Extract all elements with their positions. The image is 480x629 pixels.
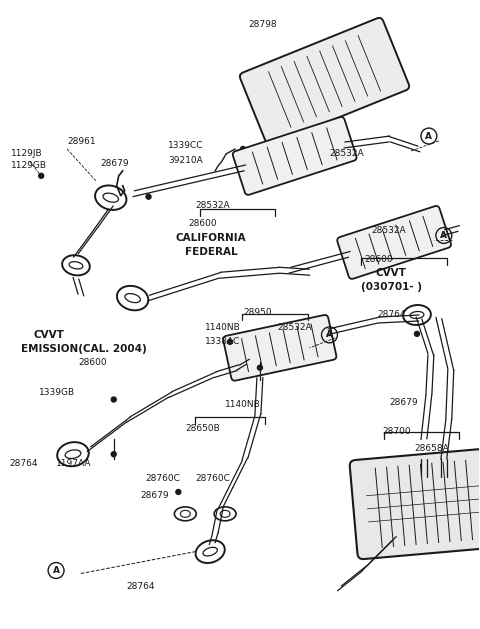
Text: 28700: 28700 bbox=[382, 427, 411, 437]
Text: 1129GB: 1129GB bbox=[12, 161, 48, 170]
Text: 28961: 28961 bbox=[67, 137, 96, 146]
Text: 28532A: 28532A bbox=[329, 149, 364, 158]
Text: A: A bbox=[440, 231, 447, 240]
Circle shape bbox=[111, 397, 116, 402]
Circle shape bbox=[228, 340, 232, 344]
Text: 28764: 28764 bbox=[9, 459, 38, 468]
Text: CVVT: CVVT bbox=[33, 330, 64, 340]
FancyBboxPatch shape bbox=[350, 448, 480, 559]
Text: 1140NB: 1140NB bbox=[205, 323, 241, 332]
Text: CVVT: CVVT bbox=[375, 269, 406, 278]
Text: 28679: 28679 bbox=[101, 159, 130, 168]
Text: 39210A: 39210A bbox=[168, 156, 203, 165]
Text: 28679: 28679 bbox=[389, 398, 418, 406]
Circle shape bbox=[415, 331, 420, 337]
Text: 1339CC: 1339CC bbox=[168, 141, 204, 150]
Text: 1140NB: 1140NB bbox=[225, 399, 261, 408]
Circle shape bbox=[176, 489, 181, 494]
Text: 1197AA: 1197AA bbox=[56, 459, 92, 468]
Text: EMISSION(CAL. 2004): EMISSION(CAL. 2004) bbox=[21, 344, 147, 354]
Circle shape bbox=[111, 452, 116, 457]
Circle shape bbox=[146, 194, 151, 199]
Text: 28764: 28764 bbox=[127, 582, 155, 591]
Text: 28950: 28950 bbox=[243, 308, 272, 317]
FancyBboxPatch shape bbox=[337, 206, 451, 279]
Text: 1338AC: 1338AC bbox=[205, 337, 240, 346]
Text: 28650B: 28650B bbox=[185, 425, 220, 433]
Text: 28760C: 28760C bbox=[145, 474, 180, 483]
FancyBboxPatch shape bbox=[240, 18, 409, 145]
Text: 28600: 28600 bbox=[188, 218, 217, 228]
Text: FEDERAL: FEDERAL bbox=[185, 247, 238, 257]
FancyBboxPatch shape bbox=[233, 117, 357, 195]
Circle shape bbox=[39, 174, 44, 178]
Text: A: A bbox=[425, 131, 432, 140]
Text: 1129JB: 1129JB bbox=[12, 149, 43, 158]
Text: CALIFORNIA: CALIFORNIA bbox=[175, 233, 246, 243]
Text: 28679: 28679 bbox=[141, 491, 169, 500]
Text: 28600: 28600 bbox=[364, 255, 393, 264]
Text: 28532A: 28532A bbox=[195, 201, 230, 209]
Text: 28658A: 28658A bbox=[414, 444, 449, 454]
Circle shape bbox=[257, 365, 263, 370]
Text: 28532A: 28532A bbox=[278, 323, 312, 332]
Text: 1339GB: 1339GB bbox=[39, 387, 75, 396]
Text: (030701- ): (030701- ) bbox=[361, 282, 422, 292]
FancyBboxPatch shape bbox=[223, 315, 336, 381]
Text: 28760C: 28760C bbox=[195, 474, 230, 483]
Text: A: A bbox=[326, 330, 333, 340]
Text: 28764: 28764 bbox=[377, 310, 406, 319]
Text: 28532A: 28532A bbox=[371, 226, 406, 235]
Text: 28798: 28798 bbox=[248, 19, 276, 29]
Text: 28600: 28600 bbox=[78, 358, 107, 367]
Text: A: A bbox=[53, 566, 60, 575]
Circle shape bbox=[240, 147, 245, 152]
